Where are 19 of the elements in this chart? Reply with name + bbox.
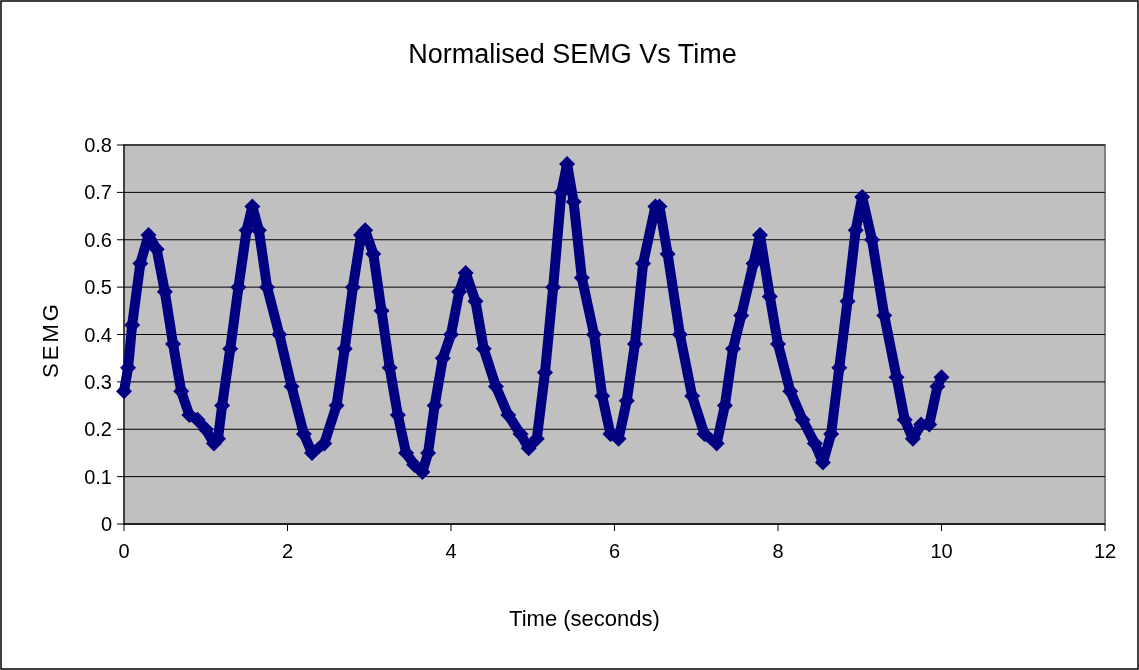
x-tick-label: 4 (445, 540, 457, 562)
y-tick-label: 0.8 (84, 134, 112, 156)
x-tick-label: 10 (930, 540, 953, 562)
y-tick-label: 0 (100, 513, 112, 535)
y-tick-label: 0.2 (84, 418, 112, 441)
x-axis-title: Time (seconds) (509, 606, 660, 631)
x-tick-label: 2 (281, 540, 294, 562)
x-tick-label: 8 (772, 540, 784, 562)
y-tick-label: 0.3 (84, 370, 112, 393)
y-axis-title: SEMG (38, 301, 63, 378)
chart-title: Normalised SEMG Vs Time (408, 39, 737, 69)
x-tick-label: 6 (608, 540, 621, 562)
x-tick-label: 0 (118, 540, 130, 562)
x-tick-label: 12 (1093, 540, 1117, 562)
y-tick-label: 0.6 (84, 228, 112, 251)
y-tick-label: 0.4 (84, 323, 112, 346)
y-tick-label: 0.5 (84, 276, 112, 299)
y-tick-label: 0.7 (84, 181, 112, 204)
y-tick-label: 0.1 (84, 465, 112, 488)
